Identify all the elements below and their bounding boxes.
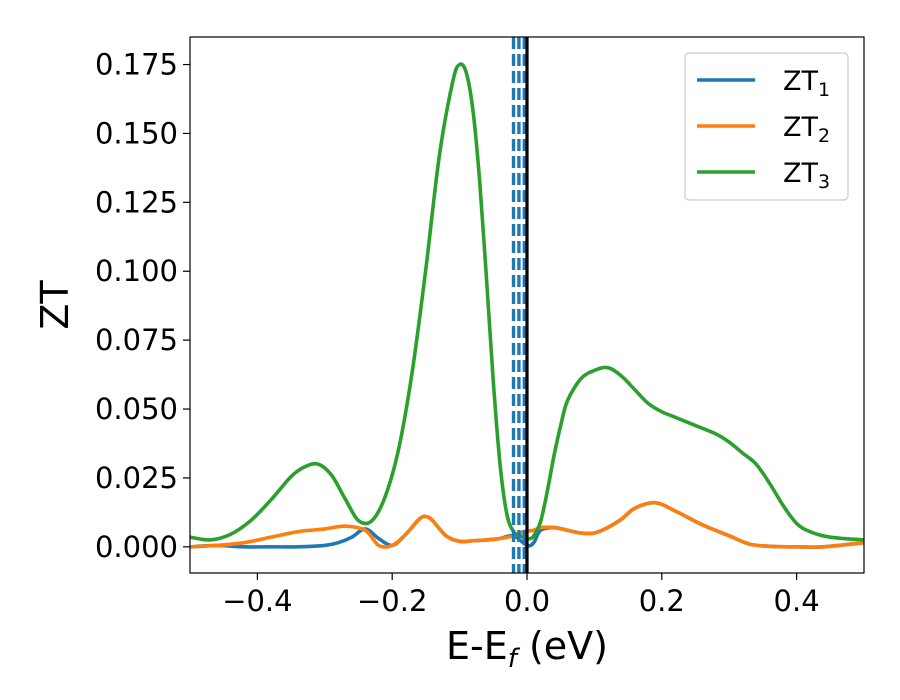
legend-label-2: ZT2 — [783, 112, 830, 147]
x-tick-label: 0.4 — [774, 584, 820, 618]
y-tick-label: 0.050 — [95, 392, 178, 426]
y-axis-ticks: 0.000 0.025 0.050 0.075 0.100 0.125 0.150 0.175 — [95, 48, 190, 564]
legend-label-3: ZT3 — [783, 158, 830, 193]
y-tick-label: 0.100 — [95, 254, 178, 288]
x-axis-ticks: −0.4 −0.2 0.0 0.2 0.4 — [222, 573, 820, 618]
legend-label-1: ZT1 — [783, 66, 830, 101]
y-tick-label: 0.025 — [95, 461, 178, 495]
y-tick-label: 0.175 — [95, 48, 178, 82]
x-tick-label: 0.0 — [504, 584, 550, 618]
y-tick-label: 0.075 — [95, 323, 178, 357]
y-tick-label: 0.125 — [95, 185, 178, 219]
x-tick-label: −0.2 — [357, 584, 427, 618]
x-tick-label: 0.2 — [639, 584, 685, 618]
y-axis-label: ZT — [33, 280, 77, 330]
x-tick-label: −0.4 — [222, 584, 292, 618]
x-axis-label: E-Ef (eV) — [446, 624, 608, 674]
legend: ZT1 ZT2 ZT3 — [684, 52, 849, 201]
y-tick-label: 0.150 — [95, 116, 178, 150]
y-tick-label: 0.000 — [95, 530, 178, 564]
legend-box — [684, 52, 849, 201]
reference-lines — [511, 37, 529, 573]
